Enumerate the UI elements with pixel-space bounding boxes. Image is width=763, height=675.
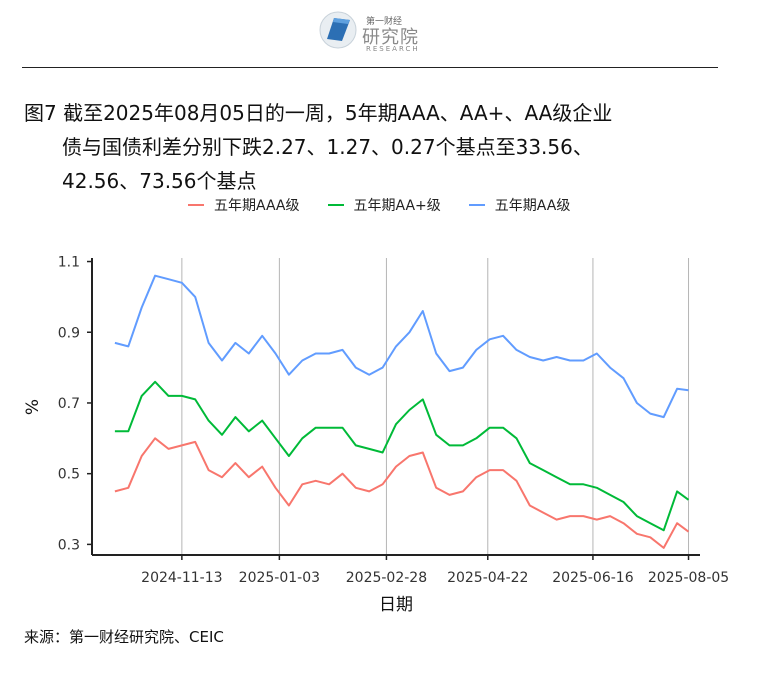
- x-axis-title: 日期: [379, 595, 413, 615]
- title-line-3: 42.56、73.56个基点: [62, 169, 257, 193]
- title-line-1: 图7 截至2025年08月05日的一周，5年期AAA、AA+、AA级企业: [24, 101, 613, 125]
- chart-ticks: 2024-11-13 2025-01-03 2025-02-28 2025-04-22…: [58, 255, 729, 586]
- chart-grid: [181, 258, 690, 555]
- logo-small-text: 第一财经: [366, 17, 403, 27]
- series-line-aa: [114, 274, 689, 419]
- chart-series: [114, 274, 690, 549]
- x-tick-label: 2025-01-03: [239, 570, 320, 586]
- y-tick-label: 1.1: [58, 255, 80, 271]
- logo-mark-icon: [319, 11, 357, 49]
- x-tick-label: 2025-08-05: [648, 570, 729, 586]
- header-divider: [22, 67, 718, 68]
- legend-item-aa: 五年期AA级: [468, 195, 571, 215]
- x-tick-label: 2025-06-16: [552, 570, 633, 586]
- legend-swatch-aaplus: [327, 204, 344, 206]
- legend-label-aa: 五年期AA级: [494, 198, 571, 214]
- y-tick-label: 0.7: [58, 396, 80, 412]
- y-tick-label: 0.3: [58, 537, 80, 553]
- x-tick-label: 2024-11-13: [141, 570, 222, 586]
- chart-axes: [91, 258, 700, 556]
- title-line-2: 债与国债利差分别下跌2.27、1.27、0.27个基点至33.56、: [62, 135, 593, 159]
- series-line-aaa: [114, 437, 690, 549]
- y-axis-title: %: [23, 399, 43, 415]
- legend-label-aaa: 五年期AAA级: [214, 198, 300, 214]
- logo-sub-text: RESEARCH: [366, 45, 420, 53]
- logo: 第一财经 研究院 RESEARCH: [318, 8, 428, 56]
- logo-main-text: 研究院: [362, 27, 419, 48]
- legend-label-aaplus: 五年期AA+级: [353, 198, 441, 214]
- source-note: 来源：第一财经研究院、CEIC: [24, 628, 224, 646]
- legend-swatch-aa: [468, 204, 485, 206]
- x-tick-label: 2025-04-22: [447, 570, 528, 586]
- legend-item-aaplus: 五年期AA+级: [327, 195, 441, 215]
- legend-swatch-aaa: [188, 204, 204, 206]
- legend-item-aaa: 五年期AAA级: [188, 195, 300, 215]
- y-tick-label: 0.9: [58, 325, 80, 341]
- chart-legend: 五年期AAA级 五年期AA+级 五年期AA级: [188, 195, 598, 215]
- y-tick-label: 0.5: [58, 467, 80, 483]
- chart-title: 图7 截至2025年08月05日的一周，5年期AAA、AA+、AA级企业 债与国…: [24, 96, 724, 198]
- x-tick-label: 2025-02-28: [346, 570, 427, 586]
- series-line-aaplus: [114, 380, 690, 532]
